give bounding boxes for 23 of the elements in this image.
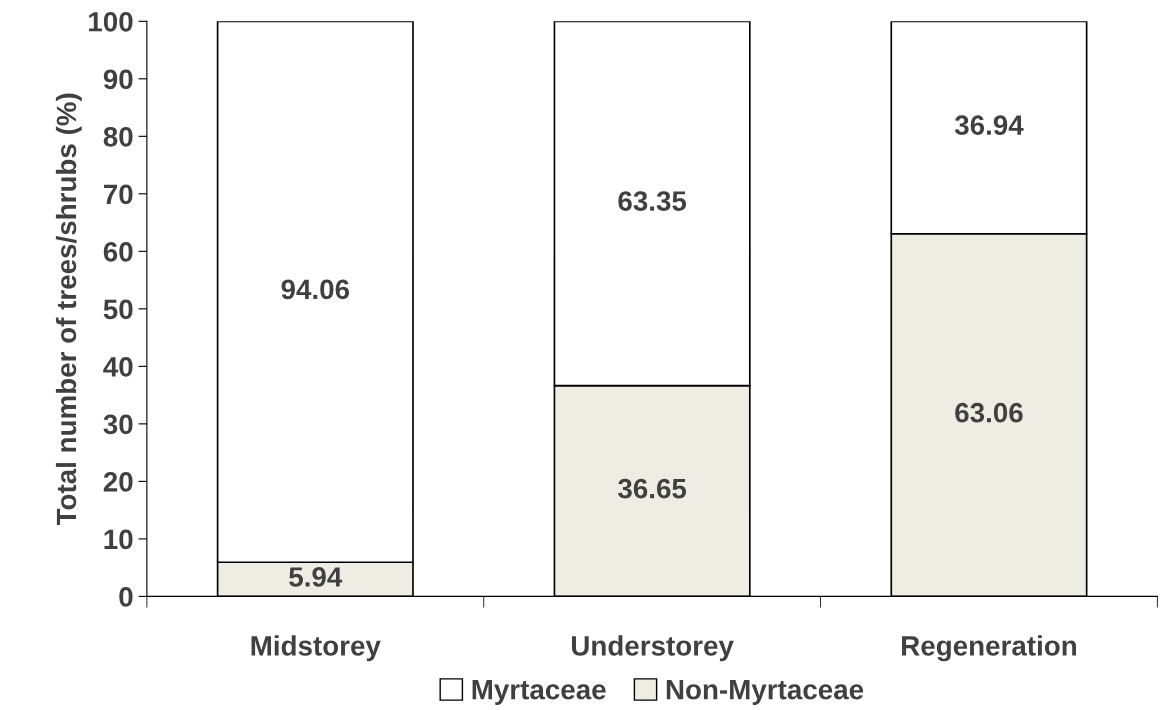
y-tick-label: 70 [103, 184, 133, 205]
legend-label: Non-Myrtaceae [666, 680, 864, 705]
y-tick-label: 20 [103, 472, 133, 492]
y-tick-label: 60 [103, 242, 133, 262]
y-tick-label: 10 [104, 529, 133, 550]
y-axis-title: Total number of trees/shrubs (%) [55, 93, 82, 526]
data-label: 63.06 [955, 402, 1023, 423]
y-tick-label: 100 [89, 11, 133, 32]
data-label: 36.65 [618, 478, 687, 499]
x-tick-label: Midstorey [251, 635, 381, 662]
data-label: 94.06 [281, 279, 350, 300]
y-tick-label: 90 [103, 69, 133, 90]
data-label: 63.35 [618, 191, 687, 211]
data-label: 5.94 [289, 567, 343, 587]
y-tick-label: 80 [103, 126, 133, 147]
legend-label: Myrtaceae [472, 680, 606, 705]
data-label: 36.94 [954, 115, 1024, 136]
x-tick-label: Understorey [571, 635, 734, 662]
y-tick-label: 40 [103, 357, 133, 377]
x-tick-label: Regeneration [902, 635, 1076, 662]
y-tick-label: 30 [103, 414, 133, 435]
y-tick-label: 0 [119, 587, 133, 607]
y-tick-label: 50 [103, 299, 133, 320]
